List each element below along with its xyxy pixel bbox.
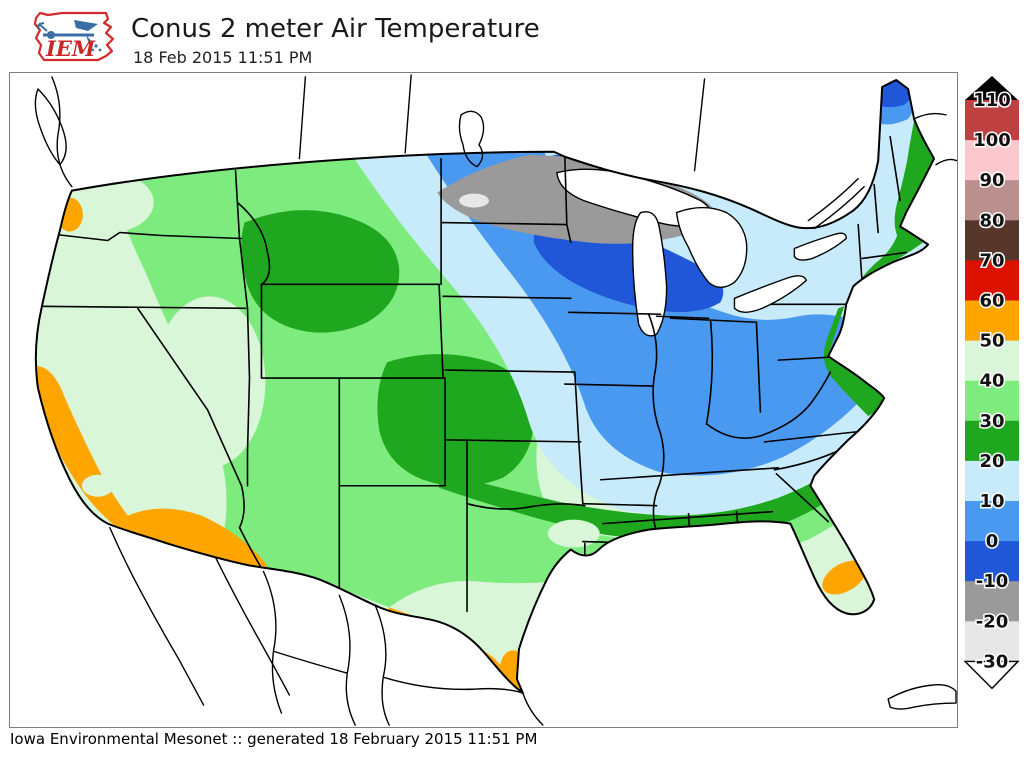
colorbar-above-range-arrow (965, 76, 1018, 100)
colorbar-segment-70-to-60 (965, 260, 1019, 302)
page-title: Conus 2 meter Air Temperature (131, 14, 540, 44)
colorbar-tick-label: 70 (979, 250, 1004, 271)
state-border (574, 371, 658, 507)
colorbar-tick-label: 100 (973, 130, 1011, 151)
colorbar-segment--20-to--30 (965, 621, 1019, 662)
colorbar-tick-label: 90 (979, 170, 1004, 191)
patch-swflorida-50-60 (822, 560, 867, 595)
state-border (55, 231, 243, 242)
colorbar-tick-label: -30 (976, 651, 1009, 672)
canada-province-borders (298, 74, 706, 172)
pocket-greatbasin-40-50 (153, 296, 266, 468)
state-border (39, 305, 247, 310)
patch-texascoast-50-60 (544, 634, 568, 649)
state-border (466, 502, 586, 510)
state-border (440, 221, 576, 373)
strip-midatlantic-coast-20-30 (823, 306, 885, 416)
state-border (136, 307, 243, 487)
great-lakes (556, 168, 847, 337)
band-maine-minus10-0 (867, 79, 914, 108)
colorbar-below-range-arrow (964, 660, 1020, 690)
colorbar-tick-label: 40 (979, 371, 1004, 392)
band-montana-20-30 (241, 210, 400, 333)
colorbar-tick-label: 20 (979, 451, 1004, 472)
mexico-state-borders (262, 570, 524, 726)
colorbar-segment-110-to-100 (965, 100, 1019, 141)
colorbar-segment--10-to--20 (965, 581, 1019, 622)
patch-california-50-60 (35, 366, 268, 575)
pocket-minnesota-minus30-minus20 (459, 193, 489, 208)
colorbar-segment-60-to-50 (965, 300, 1019, 342)
baja-coastline (109, 526, 205, 706)
pocket-swlouisiana-40-50 (547, 519, 600, 548)
strip-newengland-coast-20-30 (857, 120, 935, 285)
colorbar-tick-label: 0 (986, 531, 999, 552)
state-border (236, 201, 271, 286)
cuba-coastline (887, 684, 957, 710)
colorbar-segment-100-to-90 (965, 140, 1019, 181)
state-border (857, 136, 907, 286)
colorbar-segment-0-to--10 (965, 541, 1019, 582)
foreign-borders (34, 74, 957, 726)
colorbar-segment-40-to-30 (965, 380, 1019, 422)
state-border (238, 484, 265, 573)
mexico-gulf-coast (522, 692, 544, 726)
page-subtitle: 18 Feb 2015 11:51 PM (133, 48, 313, 67)
temperature-bands (35, 79, 935, 694)
colorbar-segment-50-to-40 (965, 340, 1019, 382)
st-lawrence-river (807, 177, 865, 230)
footer-credit: Iowa Environmental Mesonet :: generated … (10, 730, 538, 748)
band-south-20-30 (439, 398, 923, 537)
band-south-30-40 (447, 423, 925, 561)
map-frame (9, 72, 958, 728)
pocket-socal-40-50 (81, 474, 114, 497)
state-border (564, 155, 662, 387)
state-border (260, 157, 442, 286)
state-border (444, 439, 582, 487)
weather-vane-icon (37, 20, 102, 52)
colorbar-segment-80-to-70 (965, 220, 1019, 261)
lake-ontario (793, 232, 847, 261)
colorbar-tick-label: 80 (979, 210, 1004, 231)
iem-logo: IEM (33, 11, 115, 62)
state-border (338, 484, 468, 613)
patch-southtexas-50-60 (499, 650, 526, 689)
colorbar-tick-label: 60 (979, 291, 1004, 312)
colorbar-tick-label: 10 (979, 491, 1004, 512)
colorbar-tick-label: 30 (979, 411, 1004, 432)
state-border (705, 371, 832, 439)
conus-outline (34, 78, 936, 695)
colorbar-tick-label: 50 (979, 331, 1004, 352)
colorbar-tick-label: -10 (976, 571, 1009, 592)
colorbar-segment-30-to-20 (965, 420, 1019, 462)
gulf-of-california (214, 556, 291, 696)
lake-michigan (631, 211, 668, 337)
lake-erie (733, 275, 808, 313)
colorbar-segment-90-to-80 (965, 180, 1019, 221)
bc-coastline (51, 76, 73, 188)
lake-of-the-woods (458, 110, 485, 168)
state-border (655, 315, 762, 425)
lake-huron (675, 206, 748, 289)
colorbar-tick-label: 110 (973, 90, 1011, 111)
state-border (234, 169, 249, 310)
temperature-map (34, 74, 957, 726)
state-border (338, 377, 446, 487)
logo-text: IEM (45, 36, 96, 61)
colorbar-segment-20-to-10 (965, 460, 1019, 502)
vancouver-island (34, 88, 67, 166)
colorbar-tick-label: -20 (976, 611, 1009, 632)
colorbar-segment-10-to-0 (965, 501, 1019, 542)
state-border (260, 283, 446, 379)
band-plains-20-30 (377, 354, 534, 487)
state-border (246, 307, 251, 487)
new-brunswick-border (913, 112, 957, 166)
